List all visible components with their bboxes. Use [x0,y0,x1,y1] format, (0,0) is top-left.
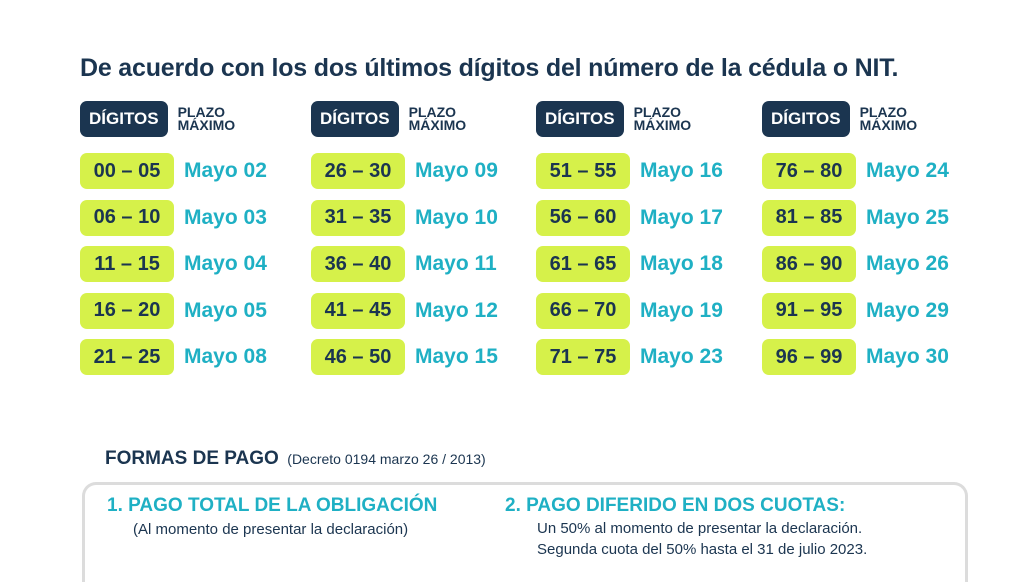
deadline-column-4: DÍGITOS PLAZO MÁXIMO 76 – 80 Mayo 24 81 … [762,100,982,386]
plazo-line2: MÁXIMO [633,117,692,133]
payment-options-box: 1. PAGO TOTAL DE LA OBLIGACIÓN (Al momen… [82,482,968,582]
plazo-line1: PLAZO [177,104,226,120]
deadline-row: 76 – 80 Mayo 24 [762,153,982,189]
digit-range: 41 – 45 [311,292,405,329]
deadline-row: 26 – 30 Mayo 09 [311,153,531,189]
deadline-column-1: DÍGITOS PLAZO MÁXIMO 00 – 05 Mayo 02 06 … [80,100,300,386]
digit-range: 66 – 70 [536,292,630,329]
deadline-date: Mayo 24 [866,159,949,182]
payment-option-2: 2. PAGO DIFERIDO EN DOS CUOTAS: Un 50% a… [505,495,867,560]
deadline-column-2: DÍGITOS PLAZO MÁXIMO 26 – 30 Mayo 09 31 … [311,100,531,386]
digit-range: 71 – 75 [536,339,630,375]
digit-range: 26 – 30 [311,153,405,189]
plazo-line2: MÁXIMO [859,117,918,133]
plazo-line2: MÁXIMO [408,117,467,133]
deadline-date: Mayo 02 [184,159,267,182]
payment-option-1: 1. PAGO TOTAL DE LA OBLIGACIÓN (Al momen… [107,495,437,540]
digit-range: 81 – 85 [762,199,856,236]
digit-range: 56 – 60 [536,199,630,236]
deadline-date: Mayo 09 [415,159,498,182]
column-header: DÍGITOS PLAZO MÁXIMO [311,100,531,138]
deadline-date: Mayo 30 [866,345,949,368]
deadline-date: Mayo 04 [184,252,267,275]
digit-range: 16 – 20 [80,292,174,329]
deadline-column-3: DÍGITOS PLAZO MÁXIMO 51 – 55 Mayo 16 56 … [536,100,756,386]
deadline-row: 00 – 05 Mayo 02 [80,153,300,189]
deadline-date: Mayo 29 [866,298,949,322]
plazo-header: PLAZO MÁXIMO [859,104,918,133]
deadline-date: Mayo 16 [640,159,723,182]
deadline-date: Mayo 26 [866,252,949,275]
digit-range: 91 – 95 [762,292,856,329]
digit-range: 06 – 10 [80,199,174,236]
digits-header: DÍGITOS [536,101,624,137]
plazo-line1: PLAZO [408,104,457,120]
deadline-row: 51 – 55 Mayo 16 [536,153,756,189]
deadline-row: 11 – 15 Mayo 04 [80,246,300,282]
digit-range: 76 – 80 [762,153,856,189]
deadline-date: Mayo 25 [866,205,949,229]
deadline-date: Mayo 23 [640,345,723,368]
plazo-header: PLAZO MÁXIMO [177,104,236,133]
deadline-date: Mayo 17 [640,205,723,229]
deadline-row: 86 – 90 Mayo 26 [762,246,982,282]
deadline-row: 66 – 70 Mayo 19 [536,292,756,329]
digit-range: 86 – 90 [762,246,856,282]
deadline-row: 41 – 45 Mayo 12 [311,292,531,329]
option2-title: 2. PAGO DIFERIDO EN DOS CUOTAS: [505,495,846,516]
deadline-date: Mayo 05 [184,298,267,322]
deadline-date: Mayo 10 [415,205,498,229]
payment-heading: FORMAS DE PAGO (Decreto 0194 marzo 26 / … [105,448,486,470]
deadline-row: 56 – 60 Mayo 17 [536,199,756,236]
page-headline: De acuerdo con los dos últimos dígitos d… [80,54,899,82]
deadline-date: Mayo 18 [640,252,723,275]
digit-range: 21 – 25 [80,339,174,375]
digit-range: 51 – 55 [536,153,630,189]
digit-range: 31 – 35 [311,199,405,236]
deadline-row: 96 – 99 Mayo 30 [762,339,982,375]
deadline-row: 21 – 25 Mayo 08 [80,339,300,375]
digits-header: DÍGITOS [80,101,168,137]
deadline-date: Mayo 08 [184,345,267,368]
digit-range: 46 – 50 [311,339,405,375]
deadline-date: Mayo 15 [415,345,498,368]
digit-range: 96 – 99 [762,339,856,375]
deadline-row: 81 – 85 Mayo 25 [762,199,982,236]
deadline-row: 31 – 35 Mayo 10 [311,199,531,236]
plazo-header: PLAZO MÁXIMO [633,104,692,133]
option1-title: 1. PAGO TOTAL DE LA OBLIGACIÓN [107,495,438,516]
deadline-row: 71 – 75 Mayo 23 [536,339,756,375]
digit-range: 36 – 40 [311,246,405,282]
plazo-header: PLAZO MÁXIMO [408,104,467,133]
deadline-row: 16 – 20 Mayo 05 [80,292,300,329]
option2-description-line1: Un 50% al momento de presentar la declar… [537,520,863,537]
digit-range: 61 – 65 [536,246,630,282]
column-header: DÍGITOS PLAZO MÁXIMO [80,100,300,138]
digit-range: 11 – 15 [80,246,174,282]
payment-decree: (Decreto 0194 marzo 26 / 2013) [287,451,486,467]
deadline-date: Mayo 11 [415,252,497,275]
column-header: DÍGITOS PLAZO MÁXIMO [762,100,982,138]
payment-title: FORMAS DE PAGO [105,448,279,469]
option2-description-line2: Segunda cuota del 50% hasta el 31 de jul… [537,541,868,558]
deadline-date: Mayo 03 [184,205,267,229]
deadline-row: 61 – 65 Mayo 18 [536,246,756,282]
digit-range: 00 – 05 [80,153,174,189]
deadline-date: Mayo 12 [415,298,498,322]
plazo-line1: PLAZO [859,104,908,120]
deadline-row: 36 – 40 Mayo 11 [311,246,531,282]
deadline-row: 06 – 10 Mayo 03 [80,199,300,236]
digits-header: DÍGITOS [311,101,399,137]
digits-header: DÍGITOS [762,101,850,137]
deadline-row: 46 – 50 Mayo 15 [311,339,531,375]
column-header: DÍGITOS PLAZO MÁXIMO [536,100,756,138]
deadline-row: 91 – 95 Mayo 29 [762,292,982,329]
plazo-line2: MÁXIMO [177,117,236,133]
deadline-date: Mayo 19 [640,298,723,322]
plazo-line1: PLAZO [633,104,682,120]
option1-description: (Al momento de presentar la declaración) [133,521,409,538]
